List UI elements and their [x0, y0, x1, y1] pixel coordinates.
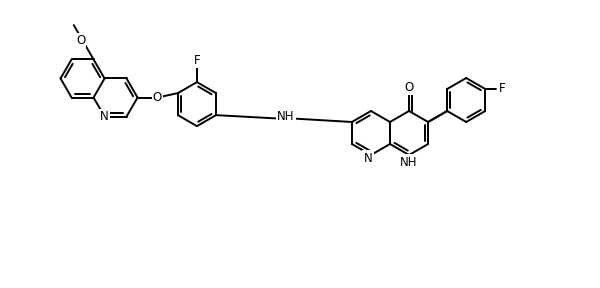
Text: F: F [194, 54, 200, 67]
Text: N: N [364, 151, 373, 164]
Text: NH: NH [277, 110, 295, 123]
Text: F: F [499, 82, 506, 96]
Text: O: O [76, 34, 85, 47]
Text: NH: NH [400, 156, 418, 168]
Text: N: N [100, 110, 109, 123]
Text: O: O [404, 81, 413, 94]
Text: O: O [153, 91, 162, 104]
